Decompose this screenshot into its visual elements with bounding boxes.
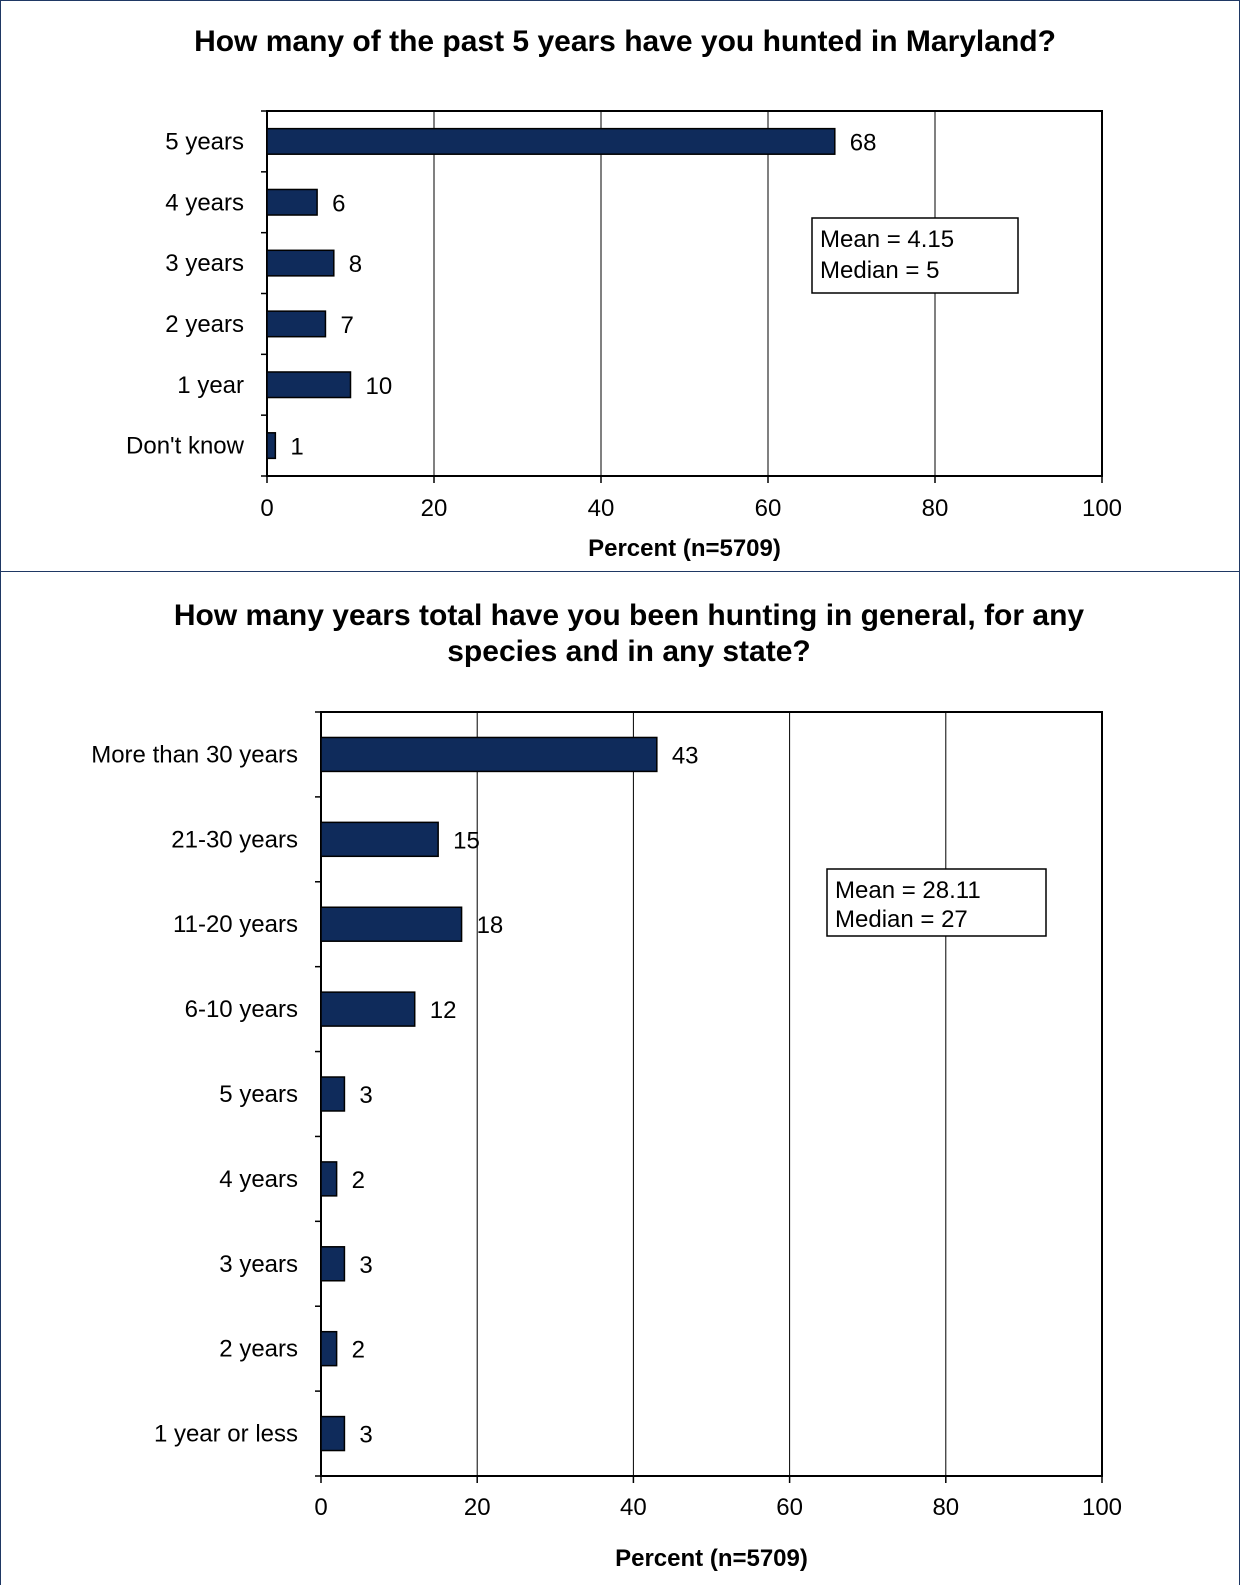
x-tick-label: 100 xyxy=(1082,495,1122,522)
x-tick-label: 0 xyxy=(314,1494,327,1521)
chart-title: species and in any state? xyxy=(447,635,810,668)
chart-title: How many of the past 5 years have you hu… xyxy=(194,25,1056,58)
chart-panel-1: How many of the past 5 years have you hu… xyxy=(0,0,1240,572)
category-label: 11-20 years xyxy=(173,911,298,938)
data-label: 1 xyxy=(290,434,303,461)
x-axis-label: Percent (n=5709) xyxy=(615,1545,808,1572)
median-label: Median = 27 xyxy=(835,906,968,933)
data-label: 2 xyxy=(352,1167,365,1194)
median-label: Median = 5 xyxy=(820,257,939,284)
data-label: 8 xyxy=(349,251,362,278)
bar xyxy=(320,1161,338,1197)
category-label: 3 years xyxy=(165,250,244,277)
bar xyxy=(320,821,439,858)
category-label: 21-30 years xyxy=(171,826,298,853)
data-label: 68 xyxy=(850,129,877,156)
chart-2: How many years total have you been hunti… xyxy=(91,599,1122,1572)
stats-box xyxy=(826,868,1047,937)
bar xyxy=(266,432,277,460)
x-tick-label: 80 xyxy=(932,1494,959,1521)
category-label: 1 year or less xyxy=(154,1421,298,1448)
data-label: 2 xyxy=(352,1337,365,1364)
bar xyxy=(266,127,836,155)
x-tick-label: 20 xyxy=(464,1494,491,1521)
data-label: 7 xyxy=(340,312,353,339)
data-label: 18 xyxy=(477,912,504,939)
x-tick-label: 100 xyxy=(1082,1494,1122,1521)
data-label: 43 xyxy=(672,742,699,769)
x-tick-label: 40 xyxy=(620,1494,647,1521)
bar xyxy=(320,1415,346,1452)
stats-box xyxy=(811,217,1019,294)
x-tick-label: 80 xyxy=(922,495,949,522)
data-label: 6 xyxy=(332,190,345,217)
bar xyxy=(266,188,318,216)
x-axis-label: Percent (n=5709) xyxy=(588,535,781,562)
data-label: 10 xyxy=(366,373,393,400)
data-label: 3 xyxy=(359,1082,372,1109)
bar xyxy=(320,991,416,1027)
chart-title: How many years total have you been hunti… xyxy=(174,599,1085,632)
category-label: 5 years xyxy=(219,1081,298,1108)
bar xyxy=(320,736,658,773)
bar xyxy=(266,310,327,338)
mean-label: Mean = 28.11 xyxy=(835,877,981,904)
category-label: 1 year xyxy=(177,372,244,399)
data-label: 15 xyxy=(453,827,480,854)
bar xyxy=(266,371,352,399)
category-label: Don't know xyxy=(126,433,245,460)
data-label: 12 xyxy=(430,997,457,1024)
category-label: 2 years xyxy=(219,1336,298,1363)
bar xyxy=(320,1246,346,1282)
x-tick-label: 0 xyxy=(260,495,273,522)
category-label: More than 30 years xyxy=(91,741,298,768)
bar xyxy=(266,249,335,277)
category-label: 4 years xyxy=(219,1166,298,1193)
mean-label: Mean = 4.15 xyxy=(820,226,954,253)
bar xyxy=(320,1330,338,1367)
category-label: 3 years xyxy=(219,1251,298,1278)
x-tick-label: 60 xyxy=(755,495,782,522)
category-label: 5 years xyxy=(165,128,244,155)
data-label: 3 xyxy=(359,1252,372,1279)
chart-panel-2: How many years total have you been hunti… xyxy=(0,571,1240,1585)
chart-1: How many of the past 5 years have you hu… xyxy=(126,25,1122,562)
data-label: 3 xyxy=(359,1422,372,1449)
x-tick-label: 40 xyxy=(588,495,615,522)
x-tick-label: 20 xyxy=(421,495,448,522)
x-tick-label: 60 xyxy=(776,1494,803,1521)
bar xyxy=(320,1076,346,1112)
category-label: 6-10 years xyxy=(185,996,298,1023)
bar xyxy=(320,906,463,942)
category-label: 4 years xyxy=(165,189,244,216)
category-label: 2 years xyxy=(165,311,244,338)
